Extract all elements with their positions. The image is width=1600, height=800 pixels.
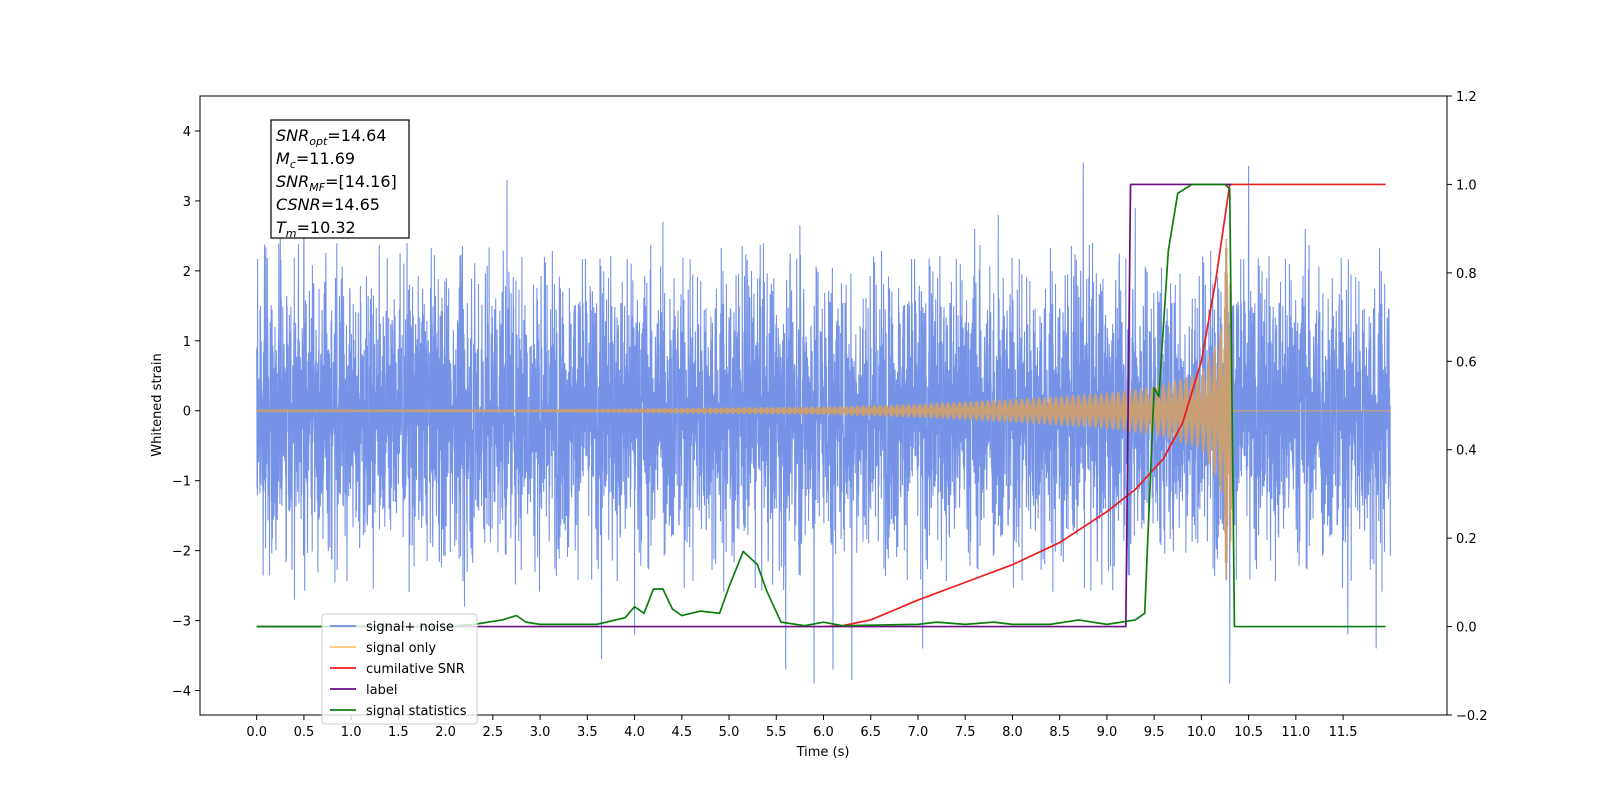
y2-tick-label: −0.2	[1456, 709, 1488, 724]
y-tick-label: −3	[172, 615, 191, 630]
x-axis: 0.0 0.5 1.0 1.5 2.0 2.5 3.0 3.5 4.0 4.5 5.0 5.5 6.0 6…	[246, 715, 1358, 740]
x-tick-label: 6.5	[860, 725, 881, 740]
legend-frame	[321, 613, 478, 725]
series-signal-only	[256, 239, 1391, 581]
x-axis-label: Time (s)	[796, 745, 850, 760]
y2-tick-label: 0.0	[1456, 621, 1477, 636]
legend-label: label	[366, 683, 397, 698]
y-tick-label: 0	[183, 405, 191, 420]
y-tick-label: 3	[183, 195, 191, 210]
y-axis-left: −4 −3 −2 −1 0 1 2 3 4	[172, 125, 200, 700]
x-tick-label: 4.5	[671, 725, 692, 740]
y2-tick-label: 0.2	[1456, 532, 1477, 547]
legend-label: signal only	[366, 641, 436, 656]
x-tick-label: 7.0	[908, 725, 929, 740]
legend-label: signal+ noise	[366, 620, 454, 635]
x-tick-label: 0.0	[246, 725, 267, 740]
x-tick-label: 3.0	[530, 725, 551, 740]
legend: signal+ noise signal only cumilative SNR la…	[321, 613, 478, 725]
y-tick-label: −1	[172, 475, 191, 490]
x-tick-label: 10.0	[1187, 725, 1216, 740]
y-axis-right: −0.2 0.0 0.2 0.4 0.6 0.8 1.0 1.2	[1447, 90, 1488, 724]
legend-label: signal statistics	[366, 704, 467, 719]
series-signal-statistics	[256, 183, 1386, 628]
legend-label: cumilative SNR	[366, 662, 465, 677]
stats-annotation-box: SNRopt=14.64Mc=11.69SNRMF=[14.16]CSNR=14…	[270, 119, 410, 240]
x-tick-label: 8.5	[1049, 725, 1070, 740]
x-tick-label: 0.5	[294, 725, 315, 740]
x-tick-label: 5.0	[719, 725, 740, 740]
y2-tick-label: 0.8	[1456, 267, 1477, 282]
annotation-line: Tm=10.32	[276, 218, 356, 240]
x-tick-label: 5.5	[766, 725, 787, 740]
x-tick-label: 6.0	[813, 725, 834, 740]
annotation-line: Mc=11.69	[276, 149, 355, 171]
x-tick-label: 8.0	[1002, 725, 1023, 740]
x-tick-label: 7.5	[955, 725, 976, 740]
x-tick-label: 11.5	[1329, 725, 1358, 740]
annotation-line: CSNR=14.65	[276, 195, 380, 214]
y2-tick-label: 1.2	[1456, 90, 1477, 105]
annotation-frame	[270, 119, 410, 239]
x-tick-label: 9.5	[1144, 725, 1165, 740]
x-tick-label: 1.5	[388, 725, 409, 740]
series-label	[256, 183, 1232, 628]
annotation-line: SNRMF=[14.16]	[276, 172, 397, 194]
x-tick-label: 4.0	[624, 725, 645, 740]
annotation-line: SNRopt=14.64	[276, 126, 387, 148]
x-tick-label: 11.0	[1281, 725, 1310, 740]
series-cumilative-snr	[823, 183, 1386, 628]
y-tick-label: −4	[172, 685, 191, 700]
x-tick-label: 2.0	[435, 725, 456, 740]
y-axis-label: Whitened strain	[150, 353, 165, 456]
x-tick-label: 1.0	[341, 725, 362, 740]
y2-tick-label: 0.6	[1456, 355, 1477, 370]
plot-area	[256, 162, 1391, 684]
x-tick-label: 3.5	[577, 725, 598, 740]
y2-tick-label: 0.4	[1456, 444, 1477, 459]
y2-tick-label: 1.0	[1456, 178, 1477, 193]
x-tick-label: 9.0	[1097, 725, 1118, 740]
x-tick-label: 2.5	[483, 725, 504, 740]
x-tick-label: 10.5	[1234, 725, 1263, 740]
y-tick-label: 4	[183, 125, 191, 140]
y-tick-label: 2	[183, 265, 191, 280]
y-tick-label: −2	[172, 545, 191, 560]
y-tick-label: 1	[183, 335, 191, 350]
